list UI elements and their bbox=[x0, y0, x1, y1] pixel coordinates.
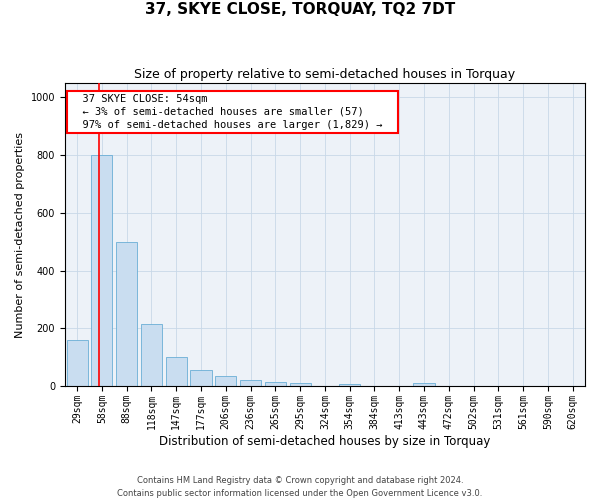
Bar bbox=[67, 340, 88, 386]
Bar bbox=[240, 380, 261, 386]
X-axis label: Distribution of semi-detached houses by size in Torquay: Distribution of semi-detached houses by … bbox=[159, 434, 491, 448]
Bar bbox=[116, 242, 137, 386]
Bar bbox=[190, 370, 212, 386]
Text: 37 SKYE CLOSE: 54sqm  
  ← 3% of semi-detached houses are smaller (57)  
  97% o: 37 SKYE CLOSE: 54sqm ← 3% of semi-detach… bbox=[70, 94, 395, 130]
Title: Size of property relative to semi-detached houses in Torquay: Size of property relative to semi-detach… bbox=[134, 68, 515, 80]
Bar bbox=[166, 357, 187, 386]
Text: 37, SKYE CLOSE, TORQUAY, TQ2 7DT: 37, SKYE CLOSE, TORQUAY, TQ2 7DT bbox=[145, 2, 455, 18]
Bar bbox=[265, 382, 286, 386]
Bar bbox=[290, 383, 311, 386]
Bar bbox=[91, 155, 112, 386]
Y-axis label: Number of semi-detached properties: Number of semi-detached properties bbox=[15, 132, 25, 338]
Bar bbox=[413, 383, 434, 386]
Bar bbox=[339, 384, 360, 386]
Text: Contains HM Land Registry data © Crown copyright and database right 2024.
Contai: Contains HM Land Registry data © Crown c… bbox=[118, 476, 482, 498]
Bar bbox=[141, 324, 162, 386]
Bar bbox=[215, 376, 236, 386]
